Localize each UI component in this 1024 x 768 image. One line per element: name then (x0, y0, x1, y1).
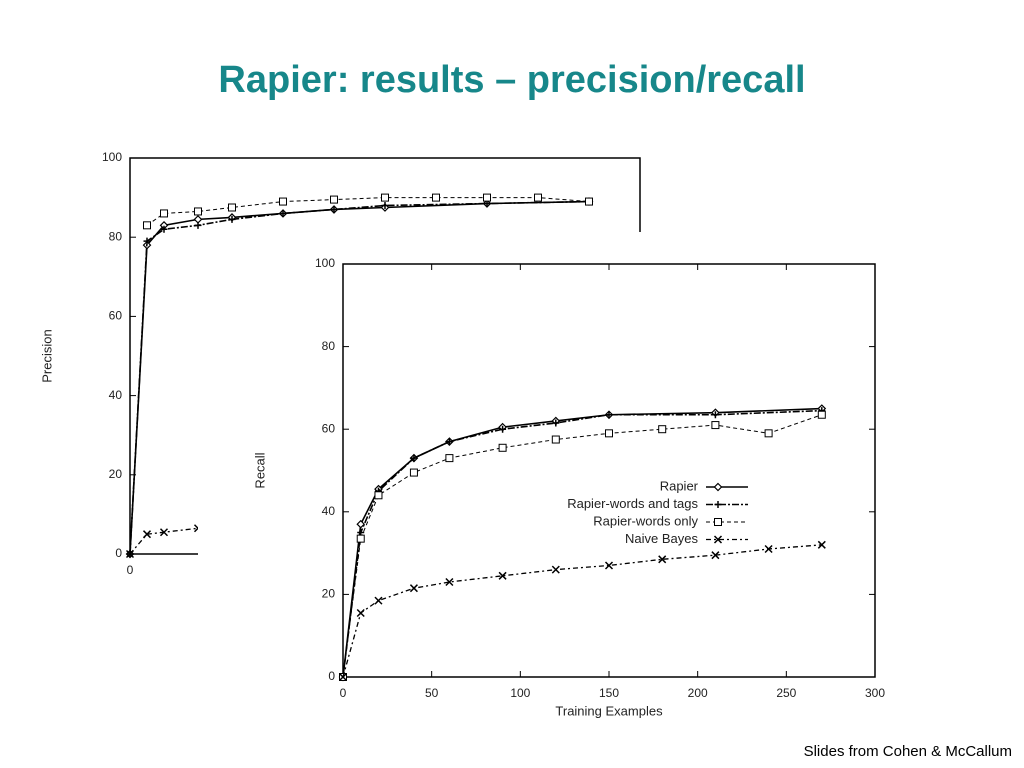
legend-label: Naive Bayes (625, 531, 698, 546)
y-axis-label: Precision (39, 329, 54, 382)
marker (552, 419, 560, 427)
marker (585, 197, 593, 206)
marker (194, 207, 202, 216)
marker (534, 193, 542, 202)
x-tick-label: 250 (776, 686, 796, 700)
marker (228, 203, 236, 212)
x-tick-label: 200 (688, 686, 708, 700)
y-tick-label: 100 (315, 256, 335, 270)
marker (604, 561, 614, 570)
x-tick-label: 100 (510, 686, 530, 700)
marker (409, 468, 418, 477)
marker (711, 411, 719, 419)
y-tick-label: 80 (322, 339, 336, 353)
slide-title: Rapier: results – precision/recall (218, 59, 805, 101)
marker (143, 237, 151, 245)
marker (817, 540, 826, 549)
series-line (129, 200, 590, 555)
marker (432, 193, 440, 202)
marker (356, 534, 365, 543)
y-tick-label: 80 (109, 229, 123, 243)
marker (125, 549, 135, 559)
y-tick-label: 40 (109, 388, 123, 402)
chart: 0 20 40 60 80 100 0 50 100 150 200 250 300 Training E… (198, 232, 898, 722)
marker (498, 443, 507, 452)
legend-label: Rapier (660, 478, 699, 493)
marker (142, 530, 152, 539)
marker (445, 454, 454, 463)
marker (711, 421, 720, 430)
marker (409, 584, 418, 593)
marker (279, 197, 287, 206)
marker (817, 410, 826, 419)
legend-label: Rapier-words only (593, 513, 698, 528)
x-tick-label: 150 (599, 686, 619, 700)
marker (356, 519, 366, 529)
marker (330, 195, 338, 204)
marker (714, 501, 722, 508)
marker (381, 202, 389, 210)
x-axis-label: Training Examples (555, 703, 663, 718)
marker (605, 429, 613, 438)
y-tick-label: 20 (322, 587, 336, 601)
marker (483, 193, 491, 202)
marker (711, 551, 720, 560)
marker (338, 672, 348, 682)
marker (160, 225, 168, 233)
marker (160, 209, 168, 218)
marker (374, 491, 383, 500)
series-line (342, 409, 822, 678)
series-line (129, 200, 590, 555)
chart-panel (198, 232, 898, 722)
marker (658, 555, 667, 564)
marker (714, 518, 722, 526)
marker (499, 425, 507, 433)
y-tick-label: 40 (322, 504, 336, 518)
marker (713, 482, 723, 492)
marker (605, 411, 613, 419)
legend-label: Rapier-words and tags (567, 496, 698, 511)
marker (658, 425, 667, 434)
y-tick-label: 0 (115, 546, 122, 560)
marker (143, 221, 151, 230)
marker (551, 435, 560, 444)
marker (551, 565, 560, 574)
x-tick-label: 50 (425, 686, 439, 700)
y-tick-label: 20 (109, 467, 123, 481)
x-tick-label: 0 (340, 686, 347, 700)
y-tick-label: 60 (322, 421, 336, 435)
series-line (342, 414, 822, 678)
y-tick-label: 60 (109, 309, 123, 323)
series-line (129, 527, 199, 555)
marker (356, 608, 365, 618)
series-line (342, 544, 822, 678)
marker (764, 544, 773, 554)
marker (330, 205, 338, 213)
series-line (146, 197, 590, 226)
marker (279, 209, 287, 217)
marker (228, 215, 236, 223)
marker (498, 571, 507, 580)
marker (445, 577, 454, 587)
series-line (342, 407, 822, 678)
y-tick-label: 0 (328, 669, 335, 683)
marker (194, 221, 202, 229)
y-axis-label: Recall (252, 452, 267, 488)
marker (410, 454, 418, 462)
marker (713, 535, 723, 544)
y-tick-label: 100 (102, 150, 122, 164)
x-tick-label: 300 (865, 686, 885, 700)
marker (381, 193, 389, 202)
marker (445, 438, 453, 446)
x-tick-label: 0 (127, 563, 134, 577)
marker (764, 429, 773, 438)
footer: Slides from Cohen & McCallum (804, 743, 1012, 760)
marker (374, 596, 383, 605)
marker (159, 528, 169, 537)
